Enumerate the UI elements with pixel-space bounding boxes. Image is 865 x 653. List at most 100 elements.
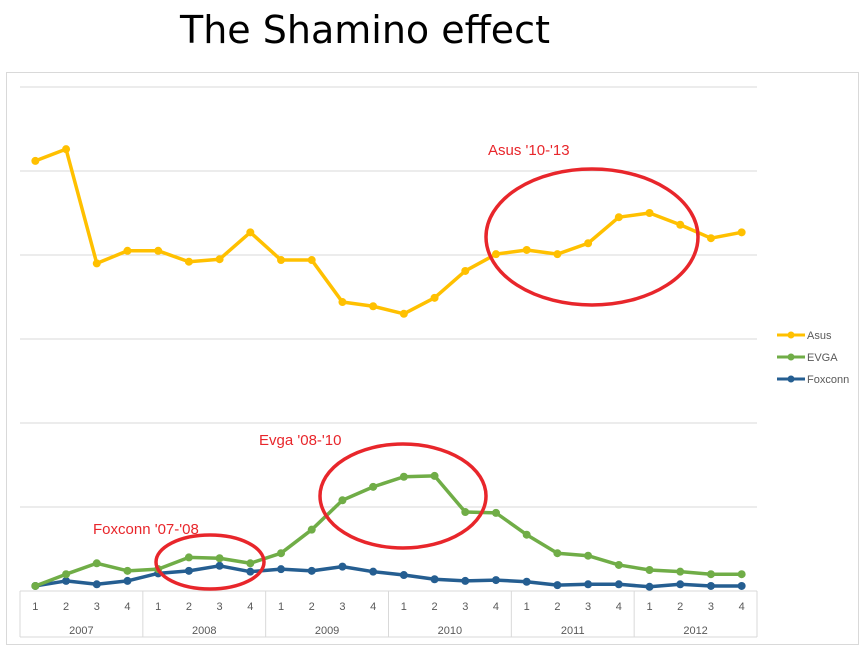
- data-point-asus: [522, 245, 531, 254]
- x-group-label: 2007: [69, 625, 93, 637]
- x-tick-label: 2: [554, 601, 560, 613]
- data-point-foxconn: [737, 581, 746, 590]
- data-point-foxconn: [246, 567, 255, 576]
- data-point-foxconn: [369, 567, 378, 576]
- data-point-evga: [338, 496, 347, 505]
- data-point-foxconn: [62, 576, 71, 585]
- x-tick-label: 3: [217, 601, 223, 613]
- data-point-foxconn: [307, 566, 316, 575]
- series-line-evga: [34, 474, 742, 588]
- legend-marker: [787, 353, 795, 361]
- data-point-evga: [737, 570, 746, 579]
- data-point-foxconn: [277, 565, 286, 574]
- data-point-evga: [62, 570, 71, 579]
- data-point-asus: [461, 266, 470, 275]
- x-tick-label: 3: [462, 601, 468, 613]
- data-point-asus: [645, 209, 654, 217]
- x-group-label: 2011: [561, 625, 585, 637]
- data-point-evga: [645, 566, 654, 574]
- data-point-asus: [614, 213, 623, 222]
- chart-title: The Shamino effect: [180, 8, 550, 52]
- annotation-label: Foxconn '07-'08: [93, 521, 199, 538]
- x-tick-label: 1: [155, 601, 161, 613]
- data-point-evga: [31, 581, 40, 590]
- data-point-evga: [584, 551, 593, 560]
- data-point-asus: [92, 259, 101, 268]
- data-point-evga: [522, 530, 531, 539]
- data-point-evga: [307, 525, 316, 534]
- data-point-asus: [737, 228, 746, 237]
- data-point-asus: [369, 302, 378, 311]
- x-tick-label: 4: [493, 601, 499, 613]
- data-point-evga: [706, 570, 715, 579]
- data-point-asus: [154, 246, 163, 255]
- x-tick-label: 1: [646, 601, 652, 613]
- data-point-foxconn: [676, 580, 685, 589]
- data-point-foxconn: [584, 580, 593, 589]
- x-tick-label: 4: [739, 601, 745, 613]
- data-point-asus: [307, 256, 316, 265]
- data-point-asus: [215, 255, 224, 264]
- x-tick-label: 3: [585, 601, 591, 613]
- data-point-evga: [399, 472, 408, 481]
- data-point-asus: [246, 228, 255, 237]
- x-tick-label: 3: [708, 601, 714, 613]
- x-tick-label: 2: [432, 601, 438, 613]
- data-point-evga: [215, 554, 224, 563]
- data-point-asus: [399, 309, 408, 318]
- annotation-ellipse: [484, 167, 700, 307]
- data-point-foxconn: [553, 581, 562, 590]
- data-point-evga: [92, 559, 101, 568]
- data-point-asus: [184, 257, 193, 266]
- data-point-evga: [246, 559, 255, 568]
- annotation-label: Evga '08-'10: [259, 432, 341, 449]
- data-point-foxconn: [706, 581, 715, 590]
- data-point-foxconn: [614, 580, 623, 589]
- data-point-asus: [553, 250, 562, 259]
- legend-marker: [787, 375, 795, 383]
- data-point-evga: [369, 482, 378, 491]
- data-point-evga: [553, 549, 562, 558]
- legend-marker: [787, 331, 795, 339]
- legend-label: Foxconn: [807, 374, 849, 386]
- data-point-foxconn: [491, 576, 500, 585]
- data-point-evga: [184, 553, 193, 562]
- annotation-ellipse: [318, 442, 488, 550]
- data-point-foxconn: [645, 582, 654, 591]
- x-tick-label: 4: [247, 601, 253, 613]
- data-point-evga: [676, 567, 685, 576]
- data-point-asus: [584, 239, 593, 248]
- x-tick-label: 4: [616, 601, 622, 613]
- data-point-asus: [706, 234, 715, 243]
- data-point-foxconn: [430, 575, 439, 584]
- x-group-label: 2009: [315, 625, 339, 637]
- x-tick-label: 1: [32, 601, 38, 613]
- data-point-asus: [491, 250, 500, 259]
- x-tick-label: 3: [339, 601, 345, 613]
- series-line-foxconn: [35, 564, 742, 589]
- x-tick-label: 1: [524, 601, 530, 613]
- legend-label: EVGA: [807, 352, 838, 364]
- data-point-evga: [430, 471, 439, 480]
- data-point-foxconn: [123, 576, 132, 585]
- chart-border: [6, 72, 859, 645]
- data-point-asus: [338, 298, 347, 307]
- data-point-asus: [62, 145, 71, 154]
- data-point-foxconn: [338, 562, 347, 571]
- legend-label: Asus: [807, 330, 832, 342]
- data-point-asus: [277, 256, 286, 265]
- x-tick-label: 1: [401, 601, 407, 613]
- data-point-asus: [676, 220, 685, 229]
- data-point-evga: [461, 508, 470, 517]
- x-group-label: 2008: [192, 625, 216, 637]
- data-point-asus: [31, 156, 40, 165]
- x-tick-label: 4: [124, 601, 130, 613]
- x-group-label: 2012: [683, 625, 707, 637]
- x-tick-label: 1: [278, 601, 284, 613]
- data-point-evga: [491, 508, 500, 517]
- data-point-foxconn: [399, 571, 408, 580]
- data-point-evga: [123, 566, 132, 575]
- data-point-asus: [430, 293, 439, 302]
- data-point-foxconn: [92, 580, 101, 589]
